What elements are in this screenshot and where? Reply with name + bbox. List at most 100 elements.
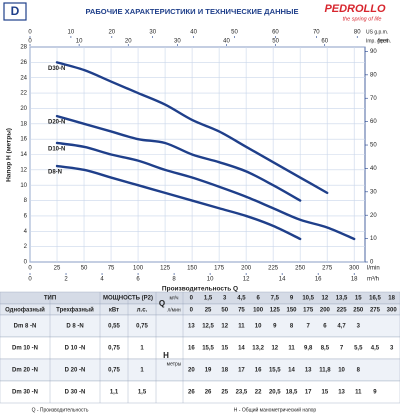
table-head: 12 (322, 296, 329, 302)
table-cell-text: 5,5 (354, 346, 363, 352)
y-tick-label: 10 (20, 183, 27, 189)
table-head: 250 (353, 308, 364, 314)
impgpm-tick-label: 20 (125, 39, 132, 45)
table-cell-text: 18,5 (286, 390, 298, 396)
usgpm-tick-label: 50 (231, 30, 238, 36)
table-cell-text: 15,5 (202, 346, 214, 352)
table-head: МОЩНОСТЬ (P2) (103, 296, 153, 302)
table-head: 75 (238, 308, 245, 314)
m3h-tick-label: 4 (100, 277, 104, 283)
y2-unit: feet (378, 39, 388, 45)
table-cell-text: 15,5 (269, 368, 281, 374)
y-tick-label: 24 (20, 75, 27, 81)
y-tick-label: 16 (20, 137, 27, 143)
table-cell-text: 0,55 (108, 324, 120, 330)
curve-label: D8-N (48, 170, 62, 176)
table-cell-text: 9 (273, 324, 277, 330)
impgpm-tick-label: 0 (28, 39, 32, 45)
y-tick-label: 4 (24, 229, 28, 235)
usgpm-tick-label: 70 (313, 30, 320, 36)
table-head: 125 (270, 308, 281, 314)
table-cell-text: 11 (355, 390, 362, 396)
table-cell-text: 16 (188, 346, 195, 352)
footer-note: H - Общий манометрический напор (234, 406, 317, 413)
y2-tick-label: 80 (370, 72, 377, 78)
y-tick-label: 18 (20, 121, 27, 127)
x-tick-label: 300 (349, 266, 360, 272)
table-head: 175 (303, 308, 314, 314)
m3h-tick-label: 6 (136, 277, 140, 283)
table-cell-text: 4,5 (371, 346, 380, 352)
x-tick-label: 75 (108, 266, 115, 272)
table-cell-text: 1 (140, 346, 144, 352)
table-cell-text: 7 (340, 346, 344, 352)
table-cell-text: 10 (255, 324, 262, 330)
y-axis-title: Напор H (метры) (6, 128, 13, 182)
m3h-tick-label: 14 (279, 277, 286, 283)
badge: D (11, 4, 20, 18)
y-tick-label: 22 (20, 91, 27, 97)
impgpm-tick-label: 40 (223, 39, 230, 45)
x-tick-label: 275 (322, 266, 333, 272)
usgpm-tick-label: 30 (149, 30, 156, 36)
table-cell-text: 23,5 (236, 390, 248, 396)
table-head: ТИП (44, 296, 56, 302)
m3h-tick-label: 0 (28, 277, 32, 283)
m3h-tick-label: 8 (172, 277, 176, 283)
table-cell-text: D 8 -N (66, 324, 83, 330)
table-head: л/мин (167, 307, 181, 313)
curve (55, 114, 302, 202)
table-head: 50 (221, 308, 228, 314)
y2-tick-label: 40 (370, 166, 377, 172)
table-cell-text: 12 (271, 346, 278, 352)
table-cell-text: 11 (288, 346, 295, 352)
y-tick-label: 20 (20, 106, 27, 112)
usgpm-tick-label: 80 (354, 30, 361, 36)
curve (55, 164, 302, 241)
y2-tick-label: 10 (370, 236, 377, 242)
y2-tick-label: 60 (370, 119, 377, 125)
y-tick-label: 12 (20, 167, 27, 173)
usgpm-tick-label: 0 (28, 30, 32, 36)
curve (55, 141, 356, 241)
table-cell-text: 6 (323, 324, 327, 330)
table-cell-text: 14 (238, 346, 245, 352)
table-cell-text: 25 (221, 390, 228, 396)
table-head: 0 (190, 296, 194, 302)
table-head: 100 (253, 308, 264, 314)
m3h-unit: m³/h (367, 277, 379, 283)
table-cell-text: 13 (188, 324, 195, 330)
x-tick-label: 25 (54, 266, 61, 272)
table-head: метры (167, 361, 182, 367)
table-head: 10,5 (302, 296, 314, 302)
table-cell-text: 3 (390, 346, 394, 352)
x-tick-label: 150 (187, 266, 198, 272)
usgpm-unit: US g.p.m. (366, 29, 388, 35)
table-cell-text: 0,75 (108, 346, 120, 352)
table-cell-text: 1 (140, 368, 144, 374)
table-cell-text: 15 (322, 390, 329, 396)
table-head: 18 (388, 296, 395, 302)
table-cell-text: 8,5 (321, 346, 330, 352)
table-cell-text: 20,5 (269, 390, 281, 396)
x-tick-label: 225 (268, 266, 279, 272)
table-cell-text: 11 (238, 324, 245, 330)
y2-tick-label: 70 (370, 96, 377, 102)
y-tick-label: 0 (24, 260, 28, 266)
table-head: Трехфазный (56, 307, 94, 314)
table-cell-text: 8 (290, 324, 294, 330)
m3h-tick-label: 10 (207, 277, 214, 283)
table-head: 1,5 (204, 296, 213, 302)
x-tick-label: 100 (133, 266, 144, 272)
x-tick-label: 125 (160, 266, 171, 272)
x-axis-title: Производительность Q (162, 286, 238, 293)
curve-label: D30-N (48, 66, 65, 72)
table-cell-text: 1,5 (138, 390, 147, 396)
table-cell-text: 26 (205, 390, 212, 396)
table-cell-text: 13,2 (252, 346, 264, 352)
table-cell-text: 11,8 (319, 368, 331, 374)
table-cell-text: D 20 -N (65, 368, 86, 374)
table-head: 225 (337, 308, 348, 314)
y-tick-label: 2 (24, 244, 28, 250)
table-cell-text: Dm 30 -N (12, 390, 38, 396)
